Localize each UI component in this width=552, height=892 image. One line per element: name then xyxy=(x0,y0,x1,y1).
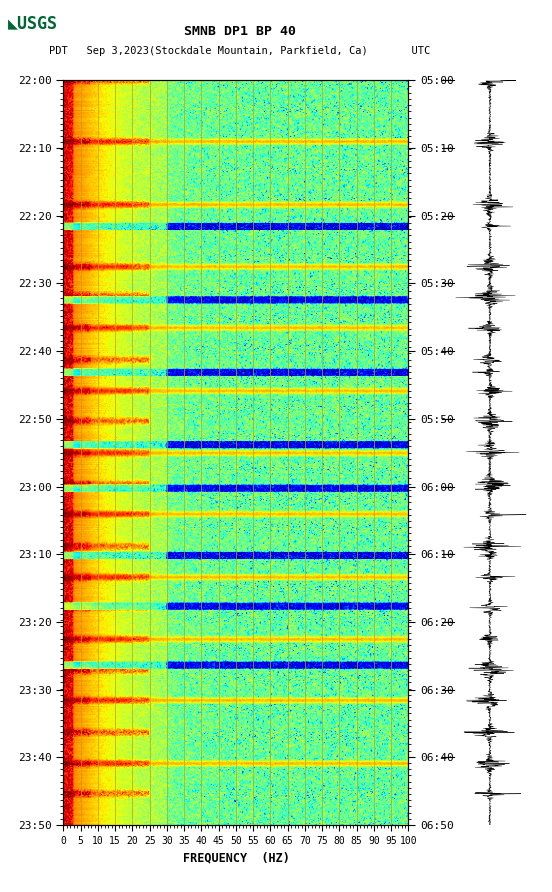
Text: PDT   Sep 3,2023(Stockdale Mountain, Parkfield, Ca)       UTC: PDT Sep 3,2023(Stockdale Mountain, Parkf… xyxy=(50,46,431,56)
Text: ◣USGS: ◣USGS xyxy=(8,14,59,32)
X-axis label: FREQUENCY  (HZ): FREQUENCY (HZ) xyxy=(183,851,289,864)
Text: SMNB DP1 BP 40: SMNB DP1 BP 40 xyxy=(184,25,296,38)
